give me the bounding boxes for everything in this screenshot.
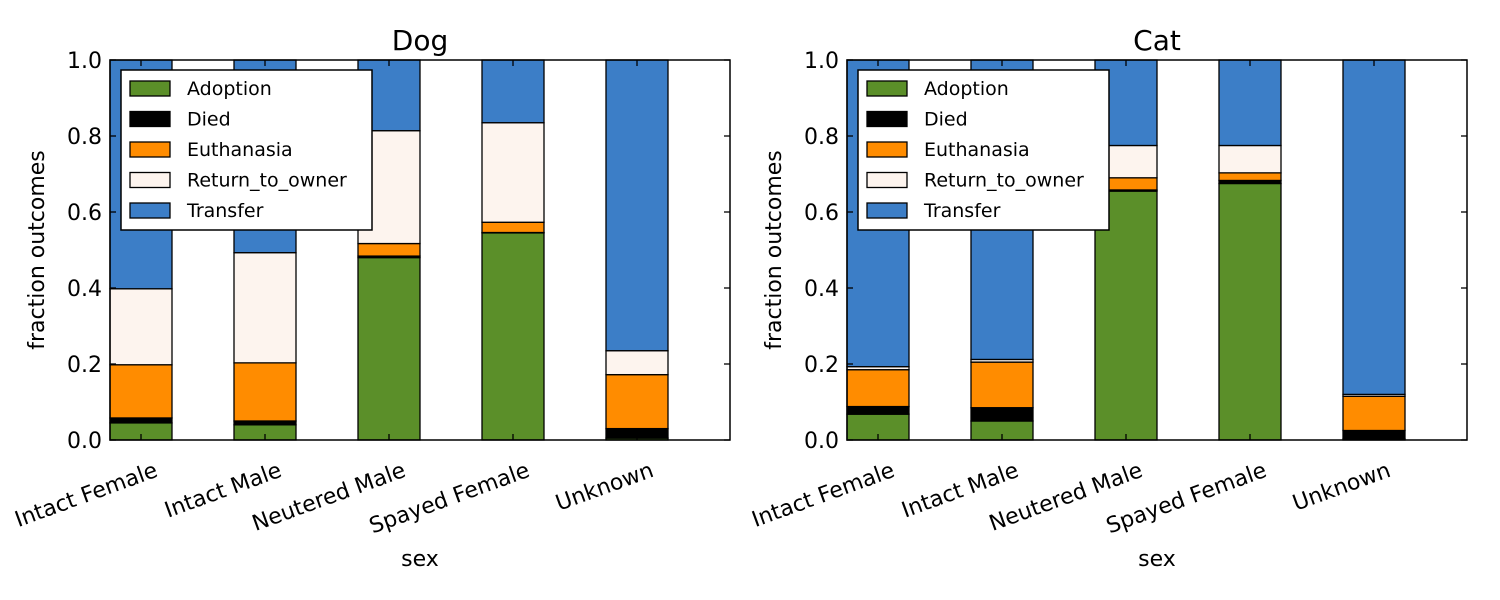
- legend-label: Adoption: [187, 78, 272, 100]
- legend-swatch-adoption: [866, 80, 908, 97]
- legend-swatch-died: [866, 110, 908, 128]
- legend-swatch-euthanasia: [129, 141, 171, 158]
- xtick-label: Intact Female: [12, 458, 161, 533]
- plot-frame: [109, 59, 731, 441]
- legend-swatch-return-to-owner: [129, 171, 171, 189]
- bar-euthanasia-3: [481, 221, 545, 234]
- bar-euthanasia-0: [109, 364, 173, 419]
- bar-adoption-2: [357, 256, 421, 441]
- bar-transfer-4: [605, 59, 669, 352]
- legend-label: Transfer: [923, 200, 1001, 222]
- bar-euthanasia-1: [233, 362, 297, 422]
- bar-return-to-owner-3: [1218, 144, 1282, 174]
- x-axis-label: sex: [401, 547, 439, 572]
- legend-swatch-euthanasia: [866, 141, 908, 158]
- bar-transfer-3: [481, 59, 545, 124]
- y-axis-label: fraction outcomes: [25, 150, 50, 350]
- legend-label: Died: [187, 109, 231, 131]
- legend-swatch-died: [129, 110, 171, 128]
- ytick-label: 1.0: [804, 49, 839, 74]
- bar-euthanasia-0: [846, 369, 910, 408]
- plot-frame: [846, 59, 1468, 441]
- ytick-label: 0.6: [67, 201, 102, 226]
- ytick-label: 0.4: [67, 277, 102, 302]
- bar-euthanasia-1: [970, 361, 1034, 409]
- bar-return-to-owner-3: [481, 122, 545, 223]
- legend-swatch-transfer: [129, 202, 171, 219]
- xtick-label: Intact Female: [749, 458, 898, 533]
- bar-died-0: [109, 417, 173, 424]
- legend-swatch-adoption: [129, 80, 171, 97]
- bar-euthanasia-4: [605, 373, 669, 430]
- bar-euthanasia-4: [1342, 395, 1406, 432]
- chart-title: Dog: [392, 24, 448, 57]
- ytick-label: 0.2: [804, 353, 839, 378]
- ytick-label: 0.6: [804, 201, 839, 226]
- bar-transfer-3: [1218, 59, 1282, 147]
- ytick-label: 0.8: [67, 125, 102, 150]
- legend-label: Adoption: [924, 78, 1009, 100]
- ytick-label: 1.0: [67, 49, 102, 74]
- bar-return-to-owner-4: [605, 350, 669, 376]
- xtick-label: Unknown: [1290, 458, 1395, 516]
- legend-label: Euthanasia: [924, 139, 1030, 161]
- x-axis-label: sex: [1138, 547, 1176, 572]
- ytick-label: 0.8: [804, 125, 839, 150]
- legend-label: Return_to_owner: [924, 170, 1084, 192]
- bar-return-to-owner-1: [233, 252, 297, 364]
- ytick-label: 0.0: [67, 429, 102, 454]
- legend-swatch-transfer: [866, 202, 908, 219]
- bar-died-1: [970, 407, 1034, 422]
- ytick-label: 0.2: [67, 353, 102, 378]
- bar-euthanasia-3: [1218, 172, 1282, 182]
- y-axis-label: fraction outcomes: [762, 150, 787, 350]
- legend-label: Transfer: [186, 200, 264, 222]
- bar-died-0: [846, 405, 910, 415]
- legend-swatch-return-to-owner: [866, 171, 908, 189]
- bar-euthanasia-2: [357, 242, 421, 257]
- bar-adoption-3: [1218, 182, 1282, 441]
- bar-transfer-4: [1342, 59, 1406, 396]
- ytick-label: 0.0: [804, 429, 839, 454]
- xtick-label: Unknown: [553, 458, 658, 516]
- legend-label: Euthanasia: [187, 139, 293, 161]
- bar-adoption-3: [481, 232, 545, 441]
- ytick-label: 0.4: [804, 277, 839, 302]
- legend-label: Died: [924, 109, 968, 131]
- legend-label: Return_to_owner: [187, 170, 347, 192]
- bar-return-to-owner-0: [109, 288, 173, 366]
- chart-title: Cat: [1133, 24, 1181, 57]
